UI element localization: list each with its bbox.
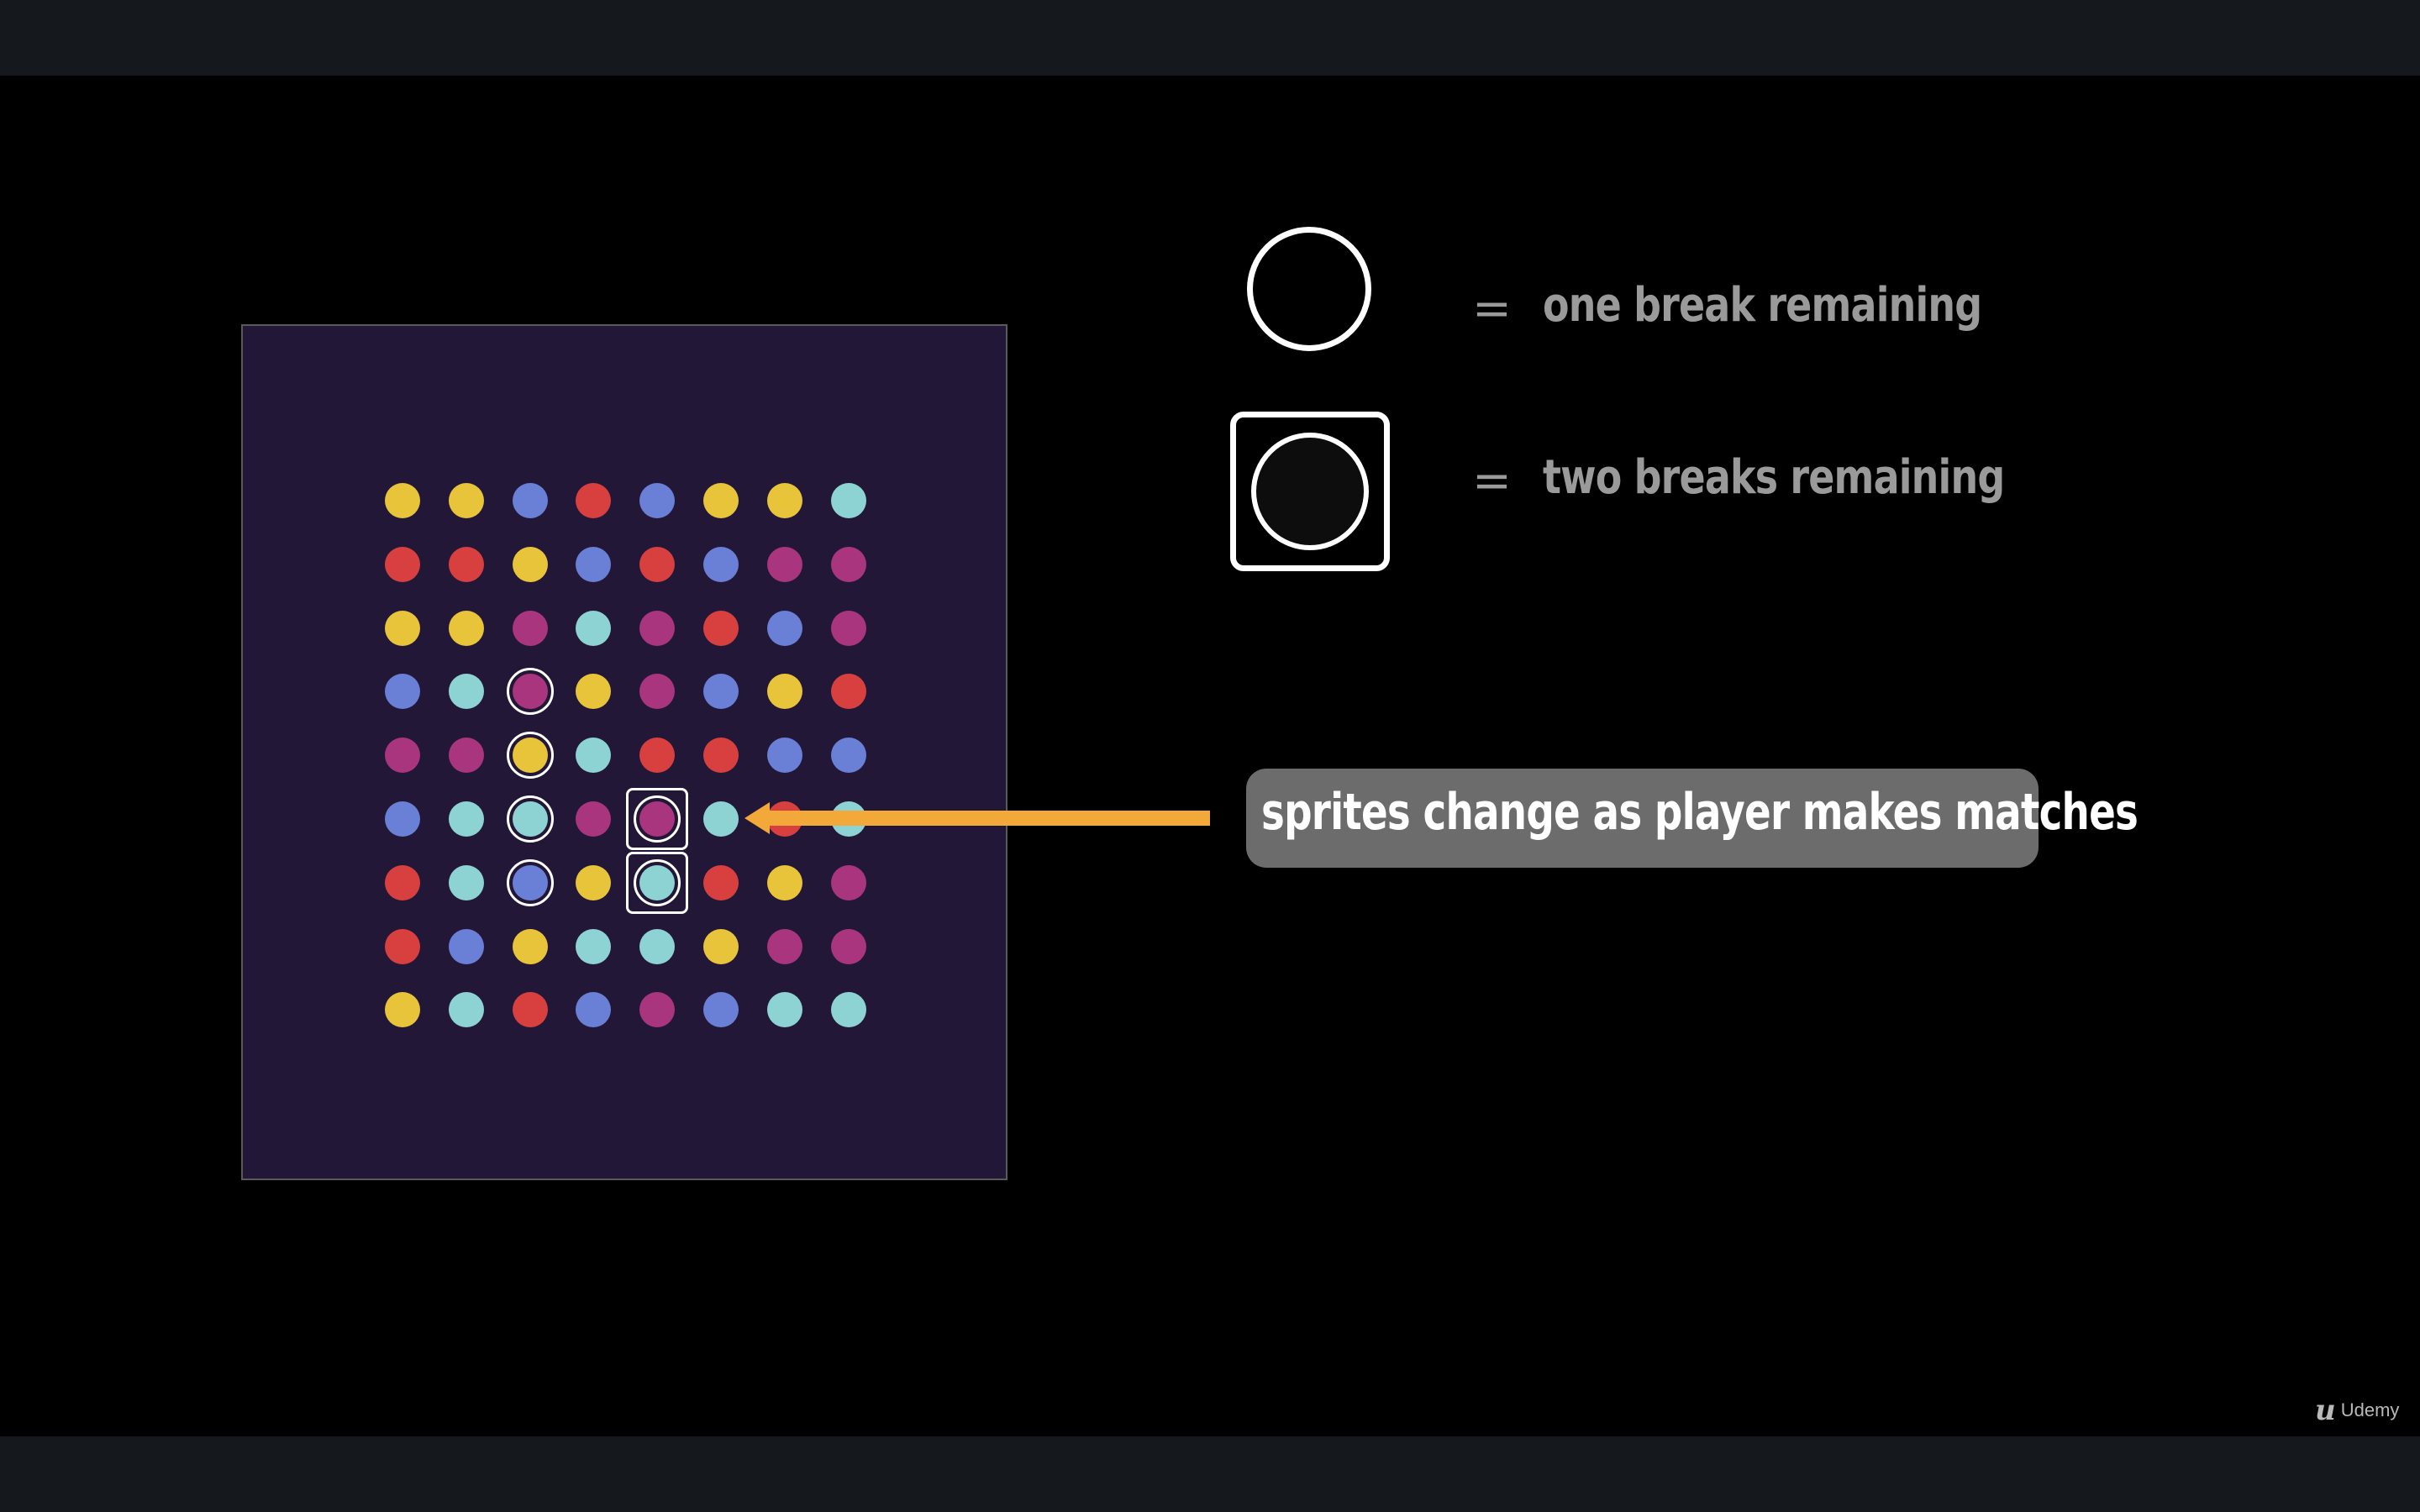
dot-magenta[interactable]	[766, 546, 802, 582]
dot-red[interactable]	[703, 610, 739, 646]
inner-circle-icon	[1251, 433, 1369, 550]
dot-magenta[interactable]	[385, 738, 420, 774]
one-break-ring	[506, 858, 554, 906]
dot-blue[interactable]	[448, 928, 484, 964]
bottom-bar	[0, 1436, 2420, 1512]
udemy-watermark: u Udemy	[2315, 1396, 2399, 1425]
dot-cyan[interactable]	[448, 864, 484, 900]
dot-red[interactable]	[703, 738, 739, 774]
dot-yellow[interactable]	[576, 864, 612, 900]
callout-box: sprites change as player makes matches	[1246, 769, 2139, 868]
udemy-logo-icon: u	[2315, 1394, 2336, 1427]
dot-cyan[interactable]	[766, 992, 802, 1028]
dot-red[interactable]	[639, 738, 676, 774]
two-break-inner-ring	[634, 858, 681, 906]
dot-cyan[interactable]	[703, 801, 739, 837]
dot-magenta[interactable]	[512, 610, 548, 646]
callout-text: sprites change as player makes matches	[1261, 783, 2139, 842]
dot-blue[interactable]	[703, 546, 739, 582]
dot-blue[interactable]	[385, 674, 420, 710]
dot-magenta[interactable]	[766, 928, 802, 964]
one-break-ring	[506, 668, 554, 716]
dot-magenta[interactable]	[576, 801, 612, 837]
dot-cyan[interactable]	[830, 483, 866, 518]
dot-magenta[interactable]	[830, 546, 866, 582]
dot-magenta[interactable]	[639, 992, 676, 1028]
dot-magenta[interactable]	[448, 738, 484, 774]
two-break-inner-ring	[634, 795, 681, 843]
dot-cyan[interactable]	[576, 738, 612, 774]
dot-blue[interactable]	[766, 738, 802, 774]
dot-yellow[interactable]	[766, 483, 802, 518]
dot-blue[interactable]	[576, 546, 612, 582]
dot-yellow[interactable]	[385, 610, 420, 646]
one-break-ring	[506, 732, 554, 780]
top-bar	[0, 0, 2420, 76]
arrow-left-icon	[744, 802, 770, 834]
dot-blue[interactable]	[830, 738, 866, 774]
dot-yellow[interactable]	[512, 546, 548, 582]
legend-two-breaks-label: two breaks remaining	[1543, 450, 2005, 505]
watermark-text: Udemy	[2340, 1399, 2400, 1420]
dot-blue[interactable]	[703, 992, 739, 1028]
dot-cyan[interactable]	[448, 674, 484, 710]
dot-red[interactable]	[448, 546, 484, 582]
dot-cyan[interactable]	[448, 992, 484, 1028]
dot-red[interactable]	[385, 546, 420, 582]
dot-yellow[interactable]	[512, 928, 548, 964]
double-break-square-icon	[1230, 412, 1390, 571]
dot-blue[interactable]	[639, 483, 676, 518]
single-break-circle-icon	[1247, 227, 1371, 351]
equals-sign: =	[1472, 281, 1512, 336]
dot-red[interactable]	[639, 546, 676, 582]
dot-cyan[interactable]	[576, 928, 612, 964]
dot-red[interactable]	[830, 674, 866, 710]
dot-red[interactable]	[385, 864, 420, 900]
dot-cyan[interactable]	[448, 801, 484, 837]
dot-red[interactable]	[576, 483, 612, 518]
dot-magenta[interactable]	[639, 610, 676, 646]
legend-one-break-label: one break remaining	[1543, 278, 1982, 333]
two-break-square	[626, 851, 689, 914]
dot-blue[interactable]	[385, 801, 420, 837]
dot-yellow[interactable]	[576, 674, 612, 710]
dot-yellow[interactable]	[766, 864, 802, 900]
game-board	[241, 324, 1007, 1180]
dot-yellow[interactable]	[448, 483, 484, 518]
dot-cyan[interactable]	[830, 992, 866, 1028]
dot-magenta[interactable]	[830, 610, 866, 646]
dot-magenta[interactable]	[830, 928, 866, 964]
dot-red[interactable]	[385, 928, 420, 964]
dot-yellow[interactable]	[385, 992, 420, 1028]
dot-red[interactable]	[703, 864, 739, 900]
dot-yellow[interactable]	[703, 928, 739, 964]
dot-blue[interactable]	[576, 992, 612, 1028]
dot-yellow[interactable]	[766, 674, 802, 710]
dot-yellow[interactable]	[385, 483, 420, 518]
one-break-ring	[506, 795, 554, 843]
dot-blue[interactable]	[703, 674, 739, 710]
dot-magenta[interactable]	[830, 864, 866, 900]
arrow-shaft	[763, 811, 1210, 826]
dot-cyan[interactable]	[576, 610, 612, 646]
dot-blue[interactable]	[512, 483, 548, 518]
dot-magenta[interactable]	[639, 674, 676, 710]
dot-red[interactable]	[512, 992, 548, 1028]
dot-cyan[interactable]	[639, 928, 676, 964]
dot-blue[interactable]	[766, 610, 802, 646]
equals-sign: =	[1472, 454, 1512, 508]
two-break-square	[626, 788, 689, 850]
dot-yellow[interactable]	[703, 483, 739, 518]
dot-yellow[interactable]	[448, 610, 484, 646]
